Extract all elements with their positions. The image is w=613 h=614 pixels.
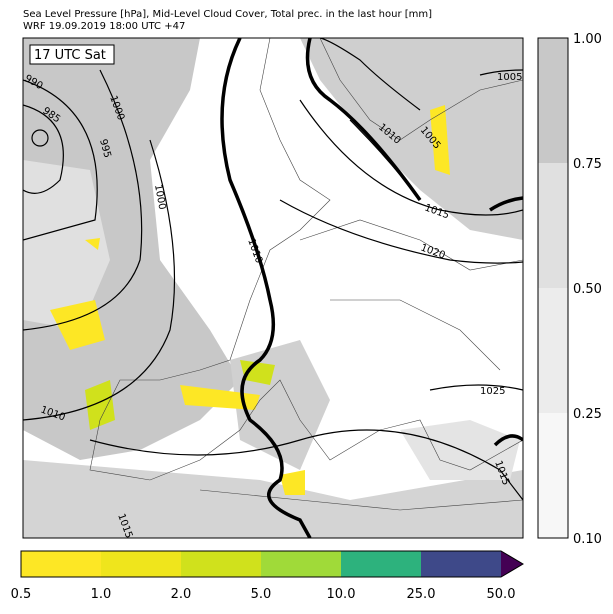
isobars [23,38,523,501]
contour-label: 1000 [152,184,167,211]
contour-label: 1025 [480,386,505,397]
coastlines [89,38,523,511]
precip-tick-label: 50.0 [487,587,516,602]
contour-label: 1005 [497,72,522,83]
cloud-tick-label: 0.10 [573,532,602,547]
cloud-tick-label: 0.50 [573,282,602,297]
precip-tick-label: 0.5 [11,587,32,602]
precip-tick-label: 1.0 [91,587,112,602]
cloud-cover [23,38,523,538]
cloud-tick-label: 0.75 [573,157,602,172]
precip-tick-label: 2.0 [171,587,192,602]
precip-tick-label: 10.0 [327,587,356,602]
title: Sea Level Pressure [hPa], Mid-Level Clou… [23,9,432,20]
cloud-colorbar: 1.00 0.75 0.50 0.25 0.10 [537,32,602,547]
time-label: 17 UTC Sat [34,48,106,63]
contour-label: 995 [97,138,113,159]
precip-colorbar: 0.5 1.0 2.0 5.0 10.0 25.0 50.0 [11,550,524,602]
map: 990 985 1000 995 1000 1010 1010 1005 100… [22,37,524,540]
precip-tick-label: 25.0 [407,587,436,602]
front-isobar [220,38,523,538]
precip-tick-label: 5.0 [251,587,272,602]
cloud-tick-label: 0.25 [573,407,602,422]
subtitle: WRF 19.09.2019 18:00 UTC +47 [23,21,185,32]
cloud-tick-label: 1.00 [573,32,602,47]
